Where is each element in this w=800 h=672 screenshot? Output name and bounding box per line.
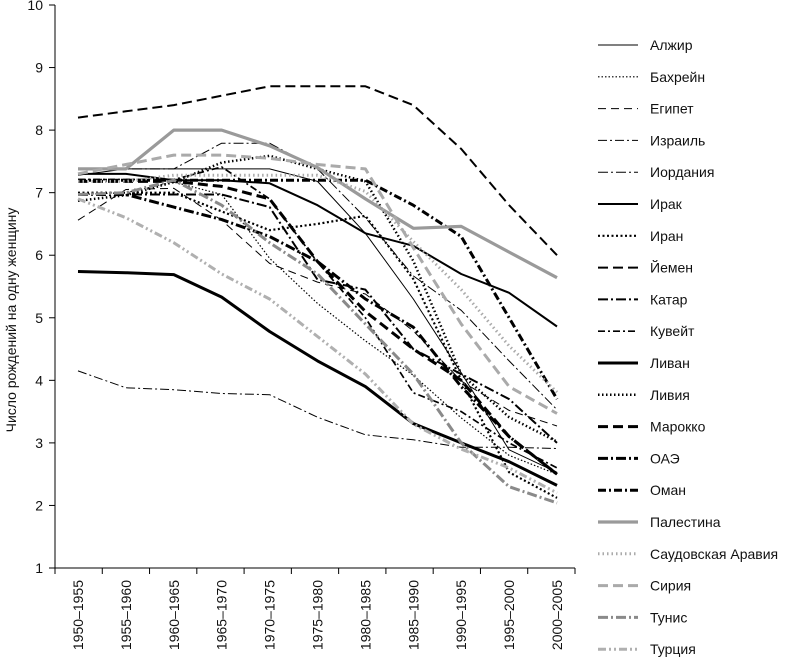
legend-label: Катар (650, 291, 688, 307)
series-line-12 (78, 179, 558, 476)
legend-label: Алжир (650, 37, 693, 53)
series-line-16 (78, 173, 559, 394)
series-line-9 (78, 166, 558, 469)
y-tick-label: 2 (35, 497, 43, 513)
legend-label: Ирак (650, 196, 683, 212)
legend: Алжир Бахрейн Египет Израиль Иордания Ирак Ира… (598, 37, 778, 657)
series-line-10 (77, 270, 558, 487)
series-line-1 (77, 181, 558, 475)
series-line-0 (77, 168, 558, 473)
series-line-14 (78, 178, 559, 400)
y-tick-label: 8 (35, 122, 43, 138)
y-tick-label: 1 (35, 560, 43, 576)
legend-label: Марокко (650, 419, 706, 435)
x-tick-label: 1970–1975 (262, 580, 278, 650)
legend-label: Палестина (650, 514, 721, 530)
x-tick-label: 1960–1965 (166, 580, 182, 650)
legend-label: Турция (650, 641, 696, 657)
series-line-11 (77, 154, 558, 443)
legend-label: Ливия (650, 387, 690, 403)
series-line-7 (77, 85, 558, 256)
legend-label: ОАЭ (650, 450, 680, 466)
legend-label: Египет (650, 101, 694, 117)
y-tick-label: 9 (35, 60, 43, 76)
x-tick-label: 1980–1985 (357, 580, 373, 650)
legend-label: Иран (650, 228, 683, 244)
legend-label: Йемен (650, 259, 693, 276)
axes: 1 2 3 4 5 6 7 8 9 10 1950–1955 1955–1960 1960–1965 19… (27, 0, 576, 650)
y-tick-label: 6 (35, 247, 43, 263)
y-tick-label: 4 (35, 372, 43, 388)
x-tick-label: 1975–1980 (310, 580, 326, 650)
x-tick-label: 1965–1970 (214, 580, 230, 650)
legend-label: Саудовская Аравия (650, 546, 778, 562)
series-line-15 (78, 128, 558, 280)
legend-label: Ливан (650, 355, 690, 371)
x-tick-label: 1990–1995 (453, 580, 469, 650)
x-tick-label: 1955–1960 (118, 580, 134, 650)
x-tick-label: 2000–2005 (549, 580, 565, 650)
legend-label: Кувейт (650, 323, 695, 339)
x-tick-label: 1985–1990 (405, 580, 421, 650)
y-axis-title: Число рождений на одну женщину (3, 208, 19, 433)
legend-label: Иордания (650, 164, 714, 180)
series-line-18 (77, 178, 558, 505)
series-line-13 (78, 193, 558, 476)
x-tick-label: 1950–1955 (70, 580, 86, 650)
series-line-2 (77, 187, 558, 427)
legend-label: Израиль (650, 132, 705, 148)
y-tick-label: 7 (35, 185, 43, 201)
series-line-4 (78, 142, 558, 411)
y-tick-label: 5 (35, 310, 43, 326)
y-tick-label: 3 (35, 435, 43, 451)
legend-label: Сирия (650, 578, 691, 594)
legend-label: Бахрейн (650, 69, 705, 85)
series-line-5 (78, 172, 558, 328)
legend-label: Тунис (650, 609, 687, 625)
y-tick-label: 10 (27, 0, 43, 13)
series-line-17 (77, 153, 558, 415)
series-layer (77, 85, 559, 505)
x-tick-label: 1995–2000 (501, 580, 517, 650)
series-line-8 (78, 193, 558, 444)
series-line-3 (77, 370, 558, 449)
legend-label: Оман (650, 482, 686, 498)
series-line-19 (77, 197, 558, 495)
